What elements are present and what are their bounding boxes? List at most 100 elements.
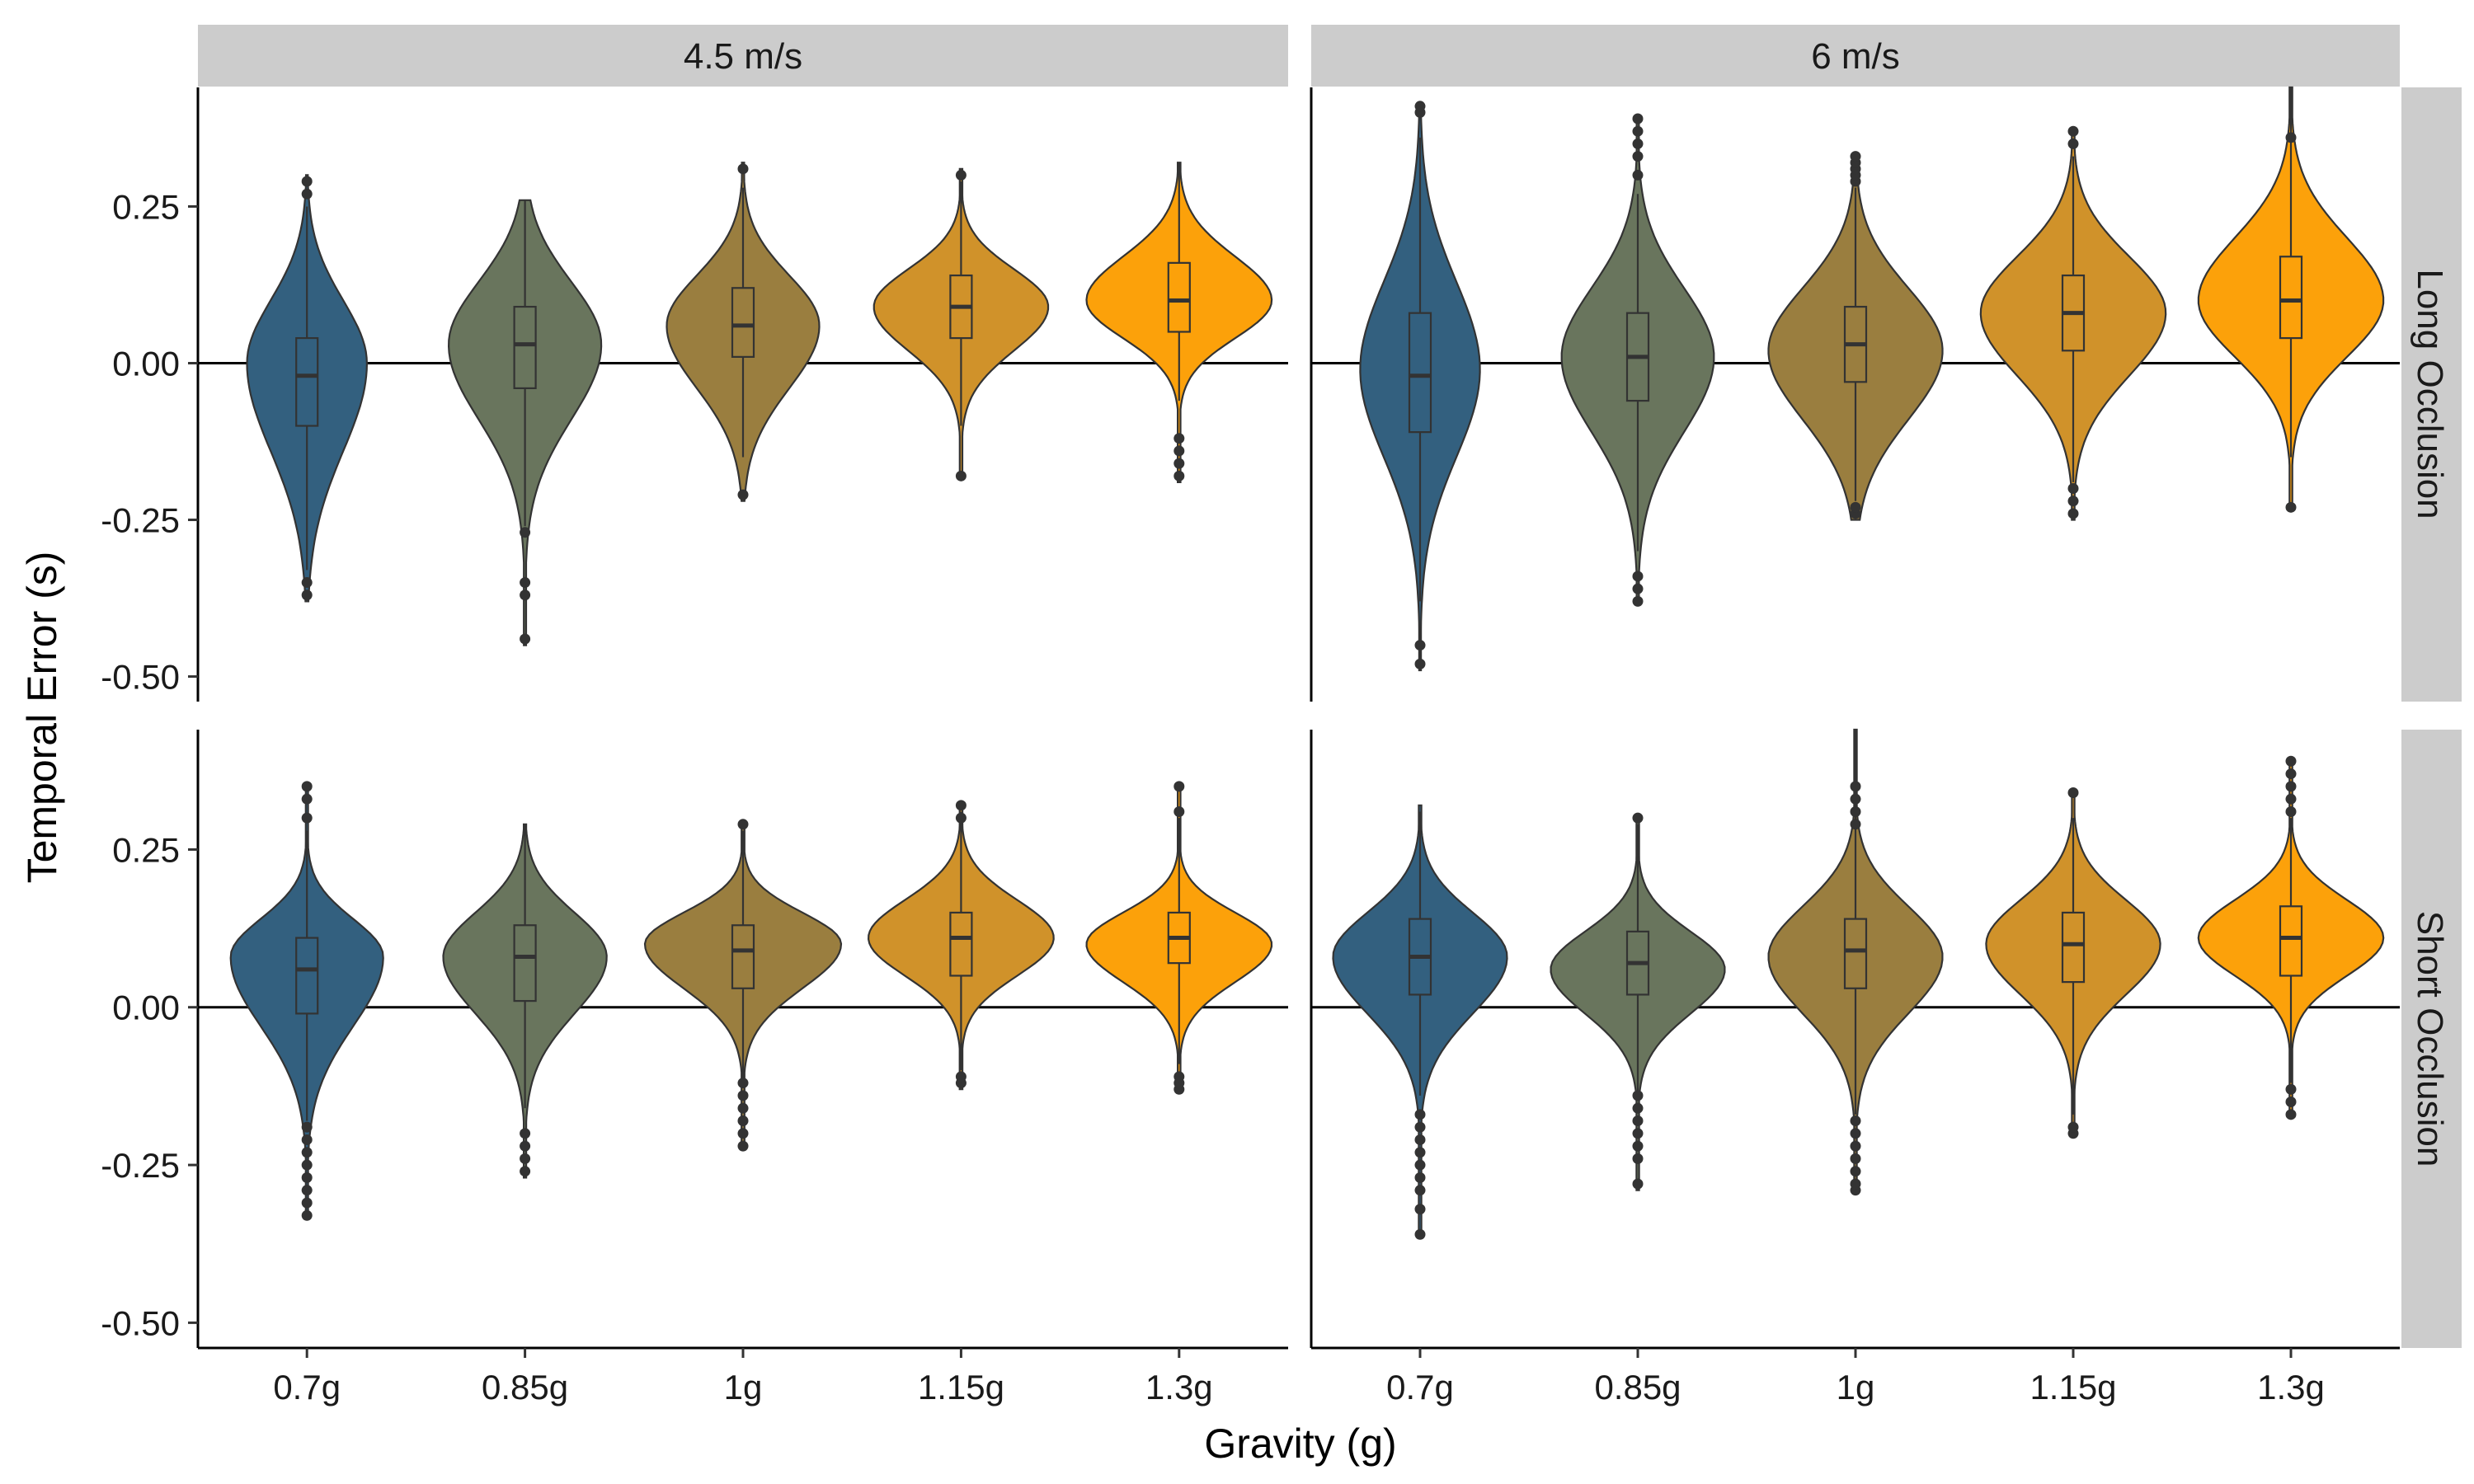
outlier-point <box>2285 132 2297 143</box>
outlier-point <box>1850 1166 1861 1177</box>
outlier-point <box>1850 501 1861 513</box>
outlier-point <box>737 1102 749 1114</box>
y-tick-label: 0.25 <box>112 187 180 226</box>
outlier-point <box>1632 125 1644 137</box>
box-1g <box>1843 918 1868 989</box>
strip-row-2 <box>2401 730 2462 1348</box>
outlier-point <box>955 800 967 811</box>
x-tick-label: 1g <box>724 1368 763 1407</box>
outlier-point <box>1850 1140 1861 1152</box>
outlier-point <box>520 527 531 538</box>
box-1g <box>731 287 755 358</box>
outlier-point <box>955 1071 967 1082</box>
y-tick-label: 0.00 <box>112 344 180 383</box>
strip-row-1 <box>2401 87 2462 702</box>
outlier-point <box>301 1197 313 1209</box>
outlier-point <box>520 577 531 589</box>
outlier-point <box>2285 781 2297 792</box>
outlier-point <box>2067 508 2079 519</box>
outlier-point <box>1850 1128 1861 1139</box>
x-tick-label: 1.15g <box>918 1368 1004 1407</box>
x-tick-label: 1.3g <box>1145 1368 1213 1407</box>
outlier-point <box>1414 1109 1426 1120</box>
outlier-point <box>737 1090 749 1101</box>
outlier-point <box>301 1121 313 1133</box>
outlier-point <box>1174 470 1185 481</box>
x-tick-label: 0.7g <box>1386 1368 1454 1407</box>
x-tick-label: 0.85g <box>1594 1368 1681 1407</box>
outlier-point <box>737 1078 749 1089</box>
outlier-point <box>2285 1109 2297 1120</box>
y-tick-label: 0.00 <box>112 989 180 1027</box>
outlier-point <box>301 176 313 187</box>
outlier-point <box>520 633 531 645</box>
y-axis-title: Temporal Error (s) <box>19 552 65 884</box>
outlier-point <box>301 589 313 601</box>
outlier-point <box>1632 571 1644 582</box>
box-1.15g <box>949 911 973 977</box>
outlier-point <box>955 169 967 181</box>
box-1.3g <box>2279 905 2303 977</box>
outlier-point <box>1632 595 1644 607</box>
outlier-point <box>1414 1159 1426 1171</box>
outlier-point <box>1850 151 1861 162</box>
outlier-point <box>520 1153 531 1164</box>
outlier-point <box>1850 793 1861 805</box>
outlier-point <box>737 1128 749 1139</box>
box-1.3g <box>2279 256 2303 340</box>
outlier-point <box>1174 1071 1185 1082</box>
outlier-point <box>1174 805 1185 817</box>
outlier-point <box>1174 445 1185 457</box>
outlier-point <box>737 1140 749 1152</box>
outlier-point <box>1632 1090 1644 1101</box>
outlier-point <box>301 1147 313 1158</box>
outlier-point <box>1174 433 1185 444</box>
panel-4: 0.7g 0.85g 1g 1.15g 1.3g <box>1310 728 2400 1407</box>
outlier-point <box>1632 151 1644 162</box>
outlier-point <box>2067 787 2079 799</box>
outlier-point <box>1632 812 1644 824</box>
strip-col-1-label: 4.5 m/s <box>684 36 802 77</box>
outlier-point <box>2285 793 2297 805</box>
outlier-point <box>1850 781 1861 792</box>
outlier-point <box>301 1134 313 1145</box>
outlier-point <box>1414 658 1426 669</box>
outlier-point <box>1850 1115 1861 1126</box>
outlier-point <box>2067 483 2079 495</box>
panels-layer: 0.25 0.00 -0.25 -0.50 0.25 0.00 -0.25 -0.50 0.7g… <box>101 86 2400 1407</box>
outlier-point <box>2285 501 2297 513</box>
strip-col-1 <box>198 25 1288 87</box>
x-tick-label: 1.3g <box>2257 1368 2325 1407</box>
outlier-point <box>737 1115 749 1126</box>
outlier-point <box>2285 755 2297 767</box>
outlier-point <box>1414 1121 1426 1133</box>
outlier-point <box>955 470 967 481</box>
outlier-point <box>1414 1172 1426 1183</box>
outlier-point <box>520 1166 531 1177</box>
strip-col-2-label: 6 m/s <box>1811 36 1900 77</box>
y-tick-label: -0.25 <box>101 501 180 540</box>
strip-col-2 <box>1311 25 2400 87</box>
y-tick-label: -0.50 <box>101 658 180 697</box>
outlier-point <box>1850 1153 1861 1164</box>
outlier-point <box>1632 138 1644 149</box>
outlier-point <box>1632 1128 1644 1139</box>
outlier-point <box>1414 1147 1426 1158</box>
outlier-point <box>1632 583 1644 594</box>
outlier-point <box>1632 1102 1644 1114</box>
outlier-point <box>1632 1178 1644 1190</box>
outlier-point <box>301 188 313 200</box>
y-tick-label: -0.50 <box>101 1303 180 1342</box>
outlier-point <box>1414 640 1426 651</box>
outlier-point <box>301 812 313 824</box>
outlier-point <box>301 793 313 805</box>
outlier-point <box>2285 768 2297 780</box>
x-tick-label: 0.7g <box>273 1368 341 1407</box>
outlier-point <box>1414 101 1426 112</box>
x-tick-label: 0.85g <box>482 1368 568 1407</box>
strip-row-1-label: Long Occlusion <box>2410 269 2450 519</box>
x-tick-label: 1.15g <box>2030 1368 2116 1407</box>
outlier-point <box>2067 1121 2079 1133</box>
